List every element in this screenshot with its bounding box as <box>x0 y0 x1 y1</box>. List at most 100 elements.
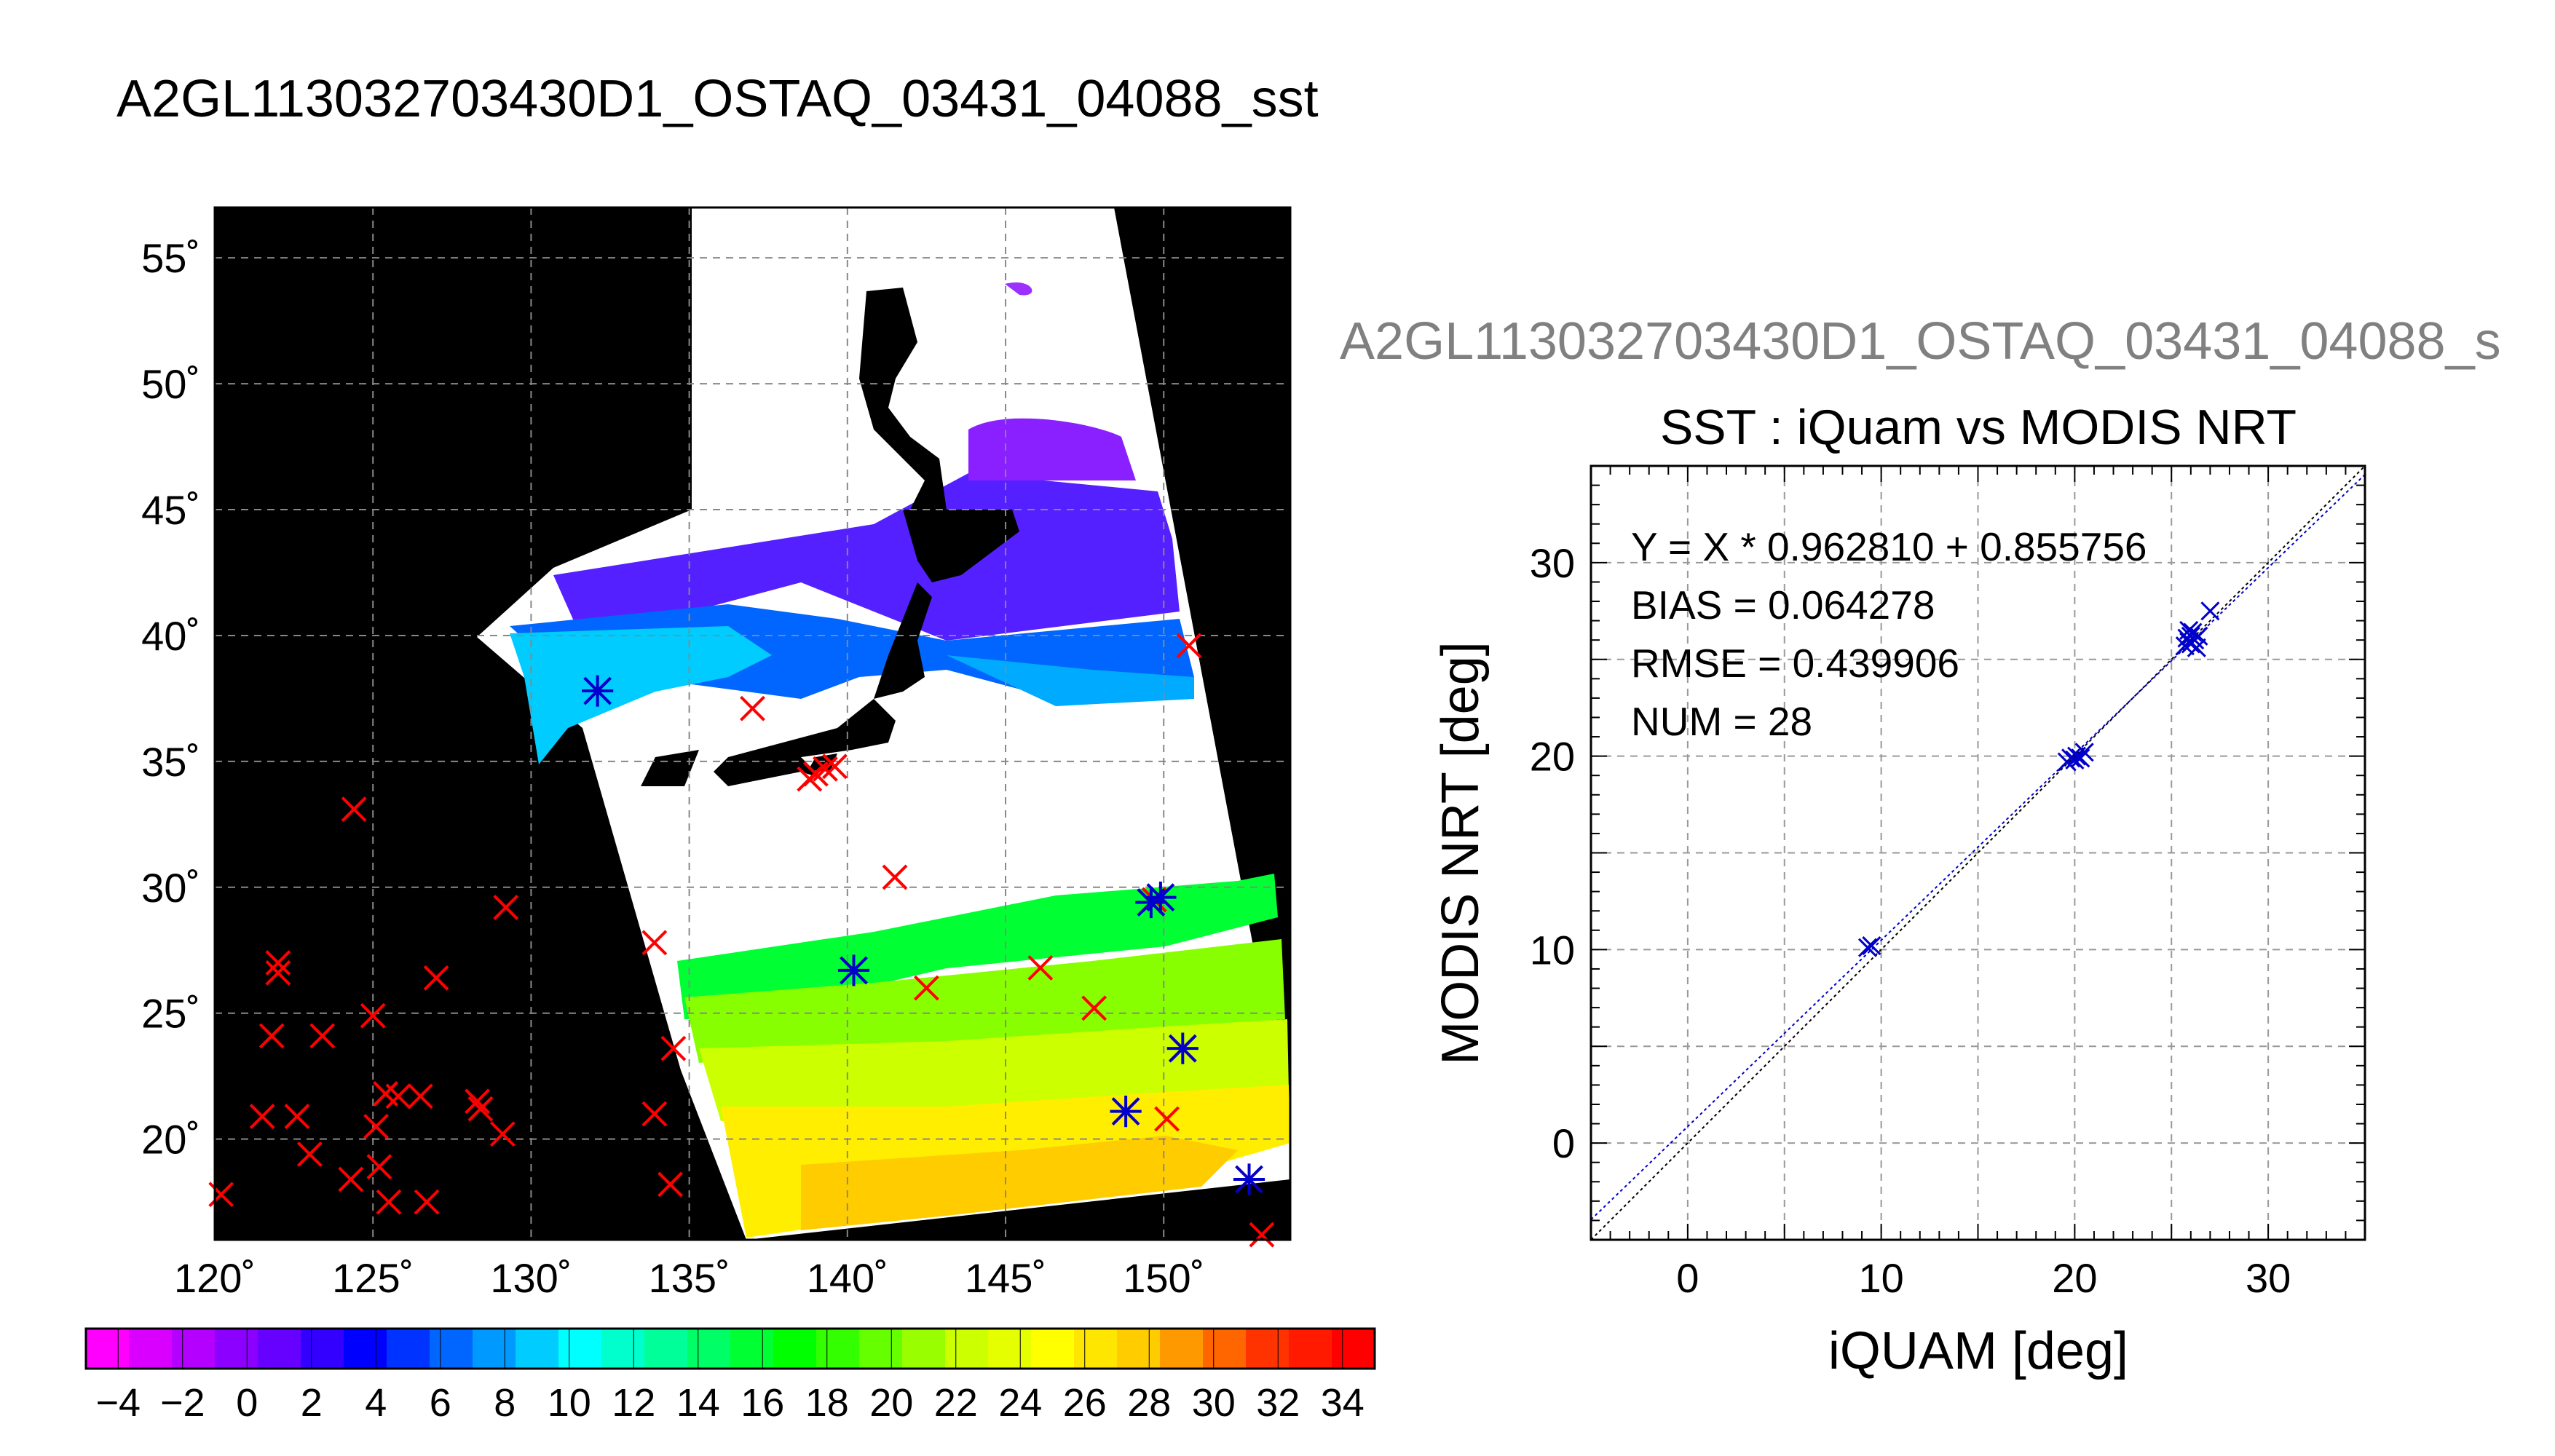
map-y-tick-label: 55˚ <box>141 235 200 281</box>
colorbar-tick-label: −4 <box>95 1381 141 1425</box>
insitu-marker-stroke <box>660 1035 687 1061</box>
insitu-marker <box>1027 955 1054 981</box>
sst-field <box>510 282 1290 1238</box>
colorbar-cell <box>172 1329 216 1369</box>
insitu-marker <box>385 1083 411 1109</box>
map-frame <box>213 206 1292 1241</box>
colorbar-cell <box>859 1329 903 1369</box>
colorbar-tick-label: 0 <box>236 1381 258 1425</box>
colorbar-cell <box>687 1329 731 1369</box>
insitu-marker-stroke <box>1027 955 1054 981</box>
map-y-tick-label: 30˚ <box>141 865 200 911</box>
scatter-point-stroke <box>2061 748 2081 768</box>
scatter-point-stroke <box>1862 935 1881 956</box>
map-y-tick-label: 20˚ <box>141 1117 200 1163</box>
scatter-lines <box>1590 465 2366 1241</box>
insitu-marker <box>660 1035 687 1061</box>
colorbar-tick-labels: −4 −2 0 2 4 6 8 10 12 14 16 18 20 22 24 26 28 30 32 34 <box>95 1329 1365 1425</box>
insitu-marker <box>309 1023 336 1049</box>
colorbar-cell <box>129 1329 173 1369</box>
insitu-marker <box>813 756 838 782</box>
matchup-marker <box>1233 1163 1265 1195</box>
scatter-x-tick-label: 20 <box>2052 1255 2097 1301</box>
insitu-marker-stroke <box>284 1104 310 1129</box>
insitu-marker <box>208 1182 234 1208</box>
colorbar-cell <box>730 1329 774 1369</box>
scatter-point-stroke <box>2179 620 2199 640</box>
insitu-marker <box>467 1096 494 1122</box>
colorbar-tick-label: 28 <box>1127 1381 1171 1425</box>
map-x-tick-label: 130˚ <box>490 1255 572 1301</box>
scatter-y-tick-label: 0 <box>1552 1120 1575 1166</box>
insitu-marker-stroke <box>1249 1222 1275 1248</box>
map-x-tick-label: 125˚ <box>332 1255 414 1301</box>
insitu-marker <box>1081 995 1107 1021</box>
colorbar-cell <box>816 1329 860 1369</box>
map-x-tick-label: 140˚ <box>807 1255 888 1301</box>
insitu-marker <box>1154 1106 1180 1132</box>
scatter-point <box>1862 935 1881 956</box>
scatter-point-stroke <box>1857 938 1878 957</box>
insitu-marker <box>376 1189 402 1215</box>
scatter-point <box>2071 748 2090 768</box>
insitu-marker <box>265 950 291 976</box>
insitu-marker-stroke <box>265 960 291 986</box>
insitu-marker <box>882 864 908 890</box>
scatter-y-tick-label: 10 <box>1530 927 1575 973</box>
insitu-marker-stroke <box>493 895 519 920</box>
colorbar-cell <box>301 1329 344 1369</box>
insitu-marker-stroke <box>363 1113 389 1139</box>
scatter-y-tick-label: 20 <box>1530 734 1575 780</box>
colorbar-cell <box>644 1329 688 1369</box>
scatter-point-stroke <box>2071 748 2090 768</box>
insitu-marker <box>493 895 519 920</box>
insitu-marker <box>740 695 765 721</box>
insitu-marker <box>296 1141 323 1167</box>
colorbar-cell <box>473 1329 516 1369</box>
colorbar-cell <box>558 1329 602 1369</box>
scatter-title: SST : iQuam vs MODIS NRT <box>1660 400 2297 455</box>
scatter-x-tick-label: 30 <box>2246 1255 2291 1301</box>
colorbar-cell <box>215 1329 258 1369</box>
colorbar-cells <box>86 1329 1375 1369</box>
insitu-marker-stroke <box>208 1182 234 1208</box>
scatter-point-stroke <box>2065 750 2085 770</box>
scatter-tick-labels: 0 0 10 10 20 20 30 30 <box>1530 540 2291 1301</box>
annotation-num: NUM = 28 <box>1631 699 1812 744</box>
insitu-marker <box>641 1101 668 1127</box>
map-x-tick-label: 145˚ <box>965 1255 1046 1301</box>
insitu-marker-stroke <box>1176 633 1202 659</box>
colorbar-tick-label: 18 <box>805 1381 849 1425</box>
colorbar-tick-label: 24 <box>998 1381 1042 1425</box>
insitu-marker-stroke <box>296 1141 323 1167</box>
map-tick-labels: 120˚ 125˚ 130˚ 135˚ 140˚ 145˚ 150˚ 20˚ 25˚ 30˚ 35˚… <box>141 235 1204 1301</box>
map-y-tick-label: 40˚ <box>141 613 200 659</box>
matchup-marker <box>1135 886 1167 919</box>
insitu-marker-stroke <box>414 1189 440 1215</box>
scatter-y-tick-label: 30 <box>1530 540 1575 586</box>
insitu-marker-stroke <box>1081 995 1107 1021</box>
insitu-marker <box>338 1166 364 1192</box>
insitu-marker-stroke <box>366 1154 392 1180</box>
colorbar-tick-label: 26 <box>1063 1381 1107 1425</box>
matchup-marker <box>582 675 614 707</box>
colorbar-frame <box>84 1327 1376 1370</box>
scatter-point <box>2061 748 2081 768</box>
right-panel-title: A2GL113032703430D1_OSTAQ_03431_04088_s <box>1340 312 2501 371</box>
insitu-marker <box>465 1088 490 1115</box>
insitu-marker <box>249 1104 275 1129</box>
insitu-marker <box>366 1154 392 1180</box>
colorbar-cell <box>1246 1329 1290 1369</box>
colorbar-tick-label: 16 <box>741 1381 784 1425</box>
scatter-point <box>2065 750 2085 770</box>
insitu-marker <box>258 1023 285 1049</box>
insitu-marker-stroke <box>465 1088 490 1115</box>
insitu-marker-stroke <box>341 796 367 823</box>
map-markers <box>208 633 1275 1248</box>
colorbar-cell <box>258 1329 301 1369</box>
insitu-marker-stroke <box>309 1023 336 1049</box>
regression-line <box>1590 474 2366 1221</box>
colorbar-tick-label: 8 <box>494 1381 516 1425</box>
insitu-marker <box>1249 1222 1275 1248</box>
colorbar-tick-label: 34 <box>1321 1381 1365 1425</box>
